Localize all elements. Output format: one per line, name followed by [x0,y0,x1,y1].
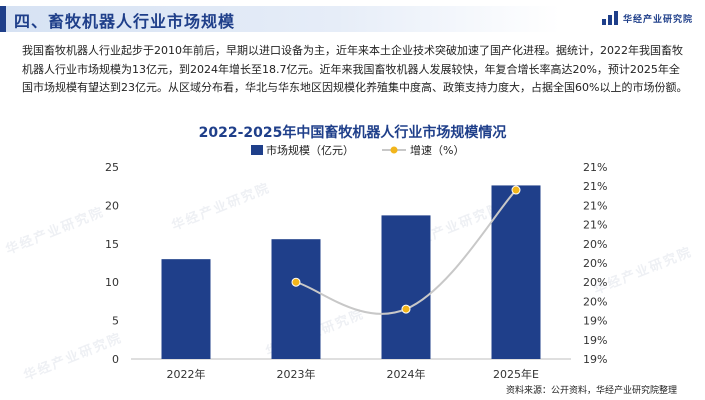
header-accent-bar [0,6,6,32]
source-note: 资料来源：公开资料，华经产业研究院整理 [505,386,677,396]
y-right-tick-label: 20% [583,295,607,308]
y-right-tick-label: 21% [583,161,607,174]
legend-line-label: 增速（%） [410,145,464,157]
legend-bar-label: 市场规模（亿元） [266,145,354,157]
bar-3 [491,185,541,359]
brand: 华经产业研究院 [601,11,693,25]
y-right-tick-label: 19% [583,315,607,328]
growth-point [511,185,521,195]
legend-bar-swatch [251,145,263,155]
bar-2 [381,215,431,359]
x-tick-label: 2022年 [167,367,206,381]
y-right-tick-label: 20% [583,276,607,289]
brand-name: 华经产业研究院 [622,14,693,25]
section-header: 四、畜牧机器人行业市场规模 华经产业研究院 [0,0,705,36]
growth-point [401,304,411,314]
y-right-tick-label: 21% [583,199,607,212]
chart-svg: 0 5 10 15 20 25 19% 19% 19% 20% 20% 20% 20% 21% 21% 21%… [105,145,607,381]
growth-point [291,277,301,287]
y-left-tick-label: 25 [105,161,119,174]
intro-paragraph: 我国畜牧机器人行业起步于2010年前后，早期以进口设备为主，近年来本土企业技术突… [22,44,688,94]
y-right-tick-label: 20% [583,238,607,251]
y-right-tick-label: 19% [583,334,607,347]
y-right-tick-label: 19% [583,353,607,366]
y-right-tick-label: 21% [583,180,607,193]
y-left-tick-label: 0 [112,353,119,366]
y-left-tick-label: 15 [105,238,119,251]
bar-0 [161,259,211,359]
chart-title: 2022-2025年中国畜牧机器人行业市场规模情况 [198,125,507,141]
x-tick-label: 2025年E [493,367,539,381]
bar-1 [271,239,321,359]
x-tick-label: 2023年 [277,367,316,381]
y-right-tick-label: 20% [583,257,607,270]
y-left-tick-label: 10 [105,276,119,289]
header-band [0,6,560,32]
y-left-tick-label: 20 [105,199,119,212]
y-left-tick-label: 5 [112,315,119,328]
brand-logo-icon [601,11,618,25]
legend-line-marker [390,146,398,154]
section-title: 四、畜牧机器人行业市场规模 [14,12,236,31]
y-right-tick-label: 21% [583,219,607,232]
x-tick-label: 2024年 [387,367,426,381]
